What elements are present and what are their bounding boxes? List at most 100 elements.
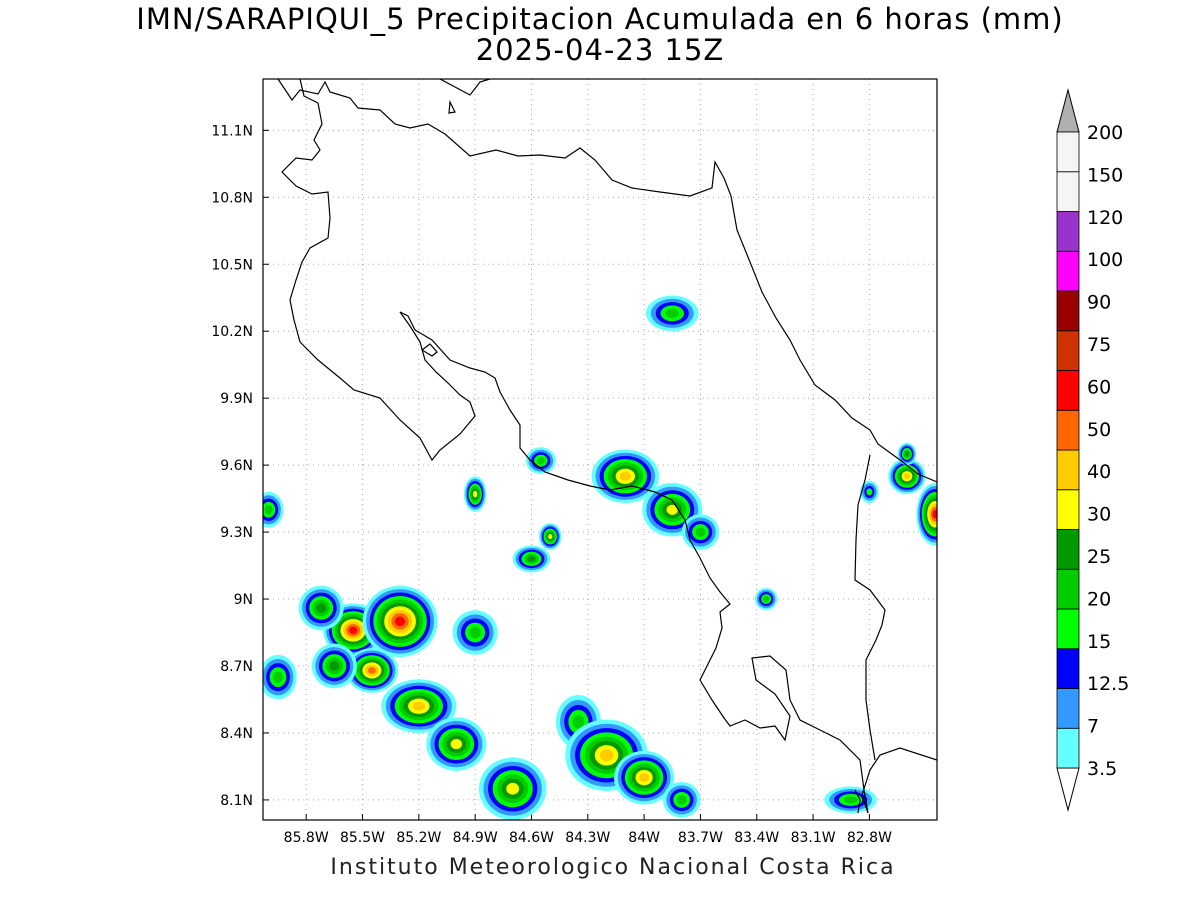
- precip-cell: [614, 750, 675, 805]
- precip-cell: [478, 757, 547, 820]
- precip-contour-30: [450, 739, 463, 750]
- colorbar-label: 40: [1087, 461, 1111, 483]
- precip-contour-40: [903, 473, 911, 480]
- latitude-tick-labels: 8.1N 8.4N 8.7N 9N 9.3N 9.6N 9.9N 10.2N 10.5N 10.8…: [211, 123, 253, 809]
- precip-contour-40: [619, 471, 631, 481]
- precip-cell: [645, 295, 699, 332]
- lon-tick-label: 83.4W: [734, 830, 779, 846]
- precip-contour-30: [548, 534, 553, 540]
- coastline-and-borders: [277, 79, 937, 814]
- lon-tick-label: 84.6W: [509, 830, 554, 846]
- color-legend-bar: 3.5 7 12.5 15 20 25 30 40 50 60 75 90 100 120 150 200: [1056, 88, 1129, 812]
- precip-cell: [565, 719, 648, 791]
- precipitation-field: [263, 295, 937, 820]
- nicoya-gulf-island: [420, 343, 438, 357]
- precip-contour-30: [506, 782, 520, 795]
- coastline-pacific-south: [854, 747, 937, 814]
- longitude-tick-labels: 85.8W 85.5W 85.2W 84.9W 84.6W 84.3W 84W 83.7W 83…: [284, 830, 892, 846]
- colorbar-label: 30: [1087, 504, 1111, 526]
- colorbar-label: 25: [1087, 546, 1111, 568]
- precip-cell: [381, 679, 457, 733]
- colorbar-swatch-3.5: [1056, 727, 1080, 769]
- map-subtitle-date: 2025-04-23 15Z: [475, 33, 725, 67]
- colorbar-swatch-40: [1056, 449, 1080, 491]
- colorbar-swatch-75: [1056, 330, 1080, 371]
- colorbar-swatch-top: [1056, 131, 1080, 173]
- precip-cell: [298, 585, 344, 631]
- lon-tick-label: 84.9W: [453, 830, 498, 846]
- footer-credit: Instituto Meteorologico Nacional Costa R…: [330, 855, 896, 880]
- colorbar-label: 12.5: [1087, 673, 1129, 695]
- precip-contour-50: [367, 667, 376, 674]
- precip-contour-20: [676, 795, 687, 805]
- precip-contour-40: [639, 773, 650, 783]
- precip-cell: [681, 514, 720, 550]
- lat-tick-label: 10.2N: [211, 324, 253, 340]
- colorbar-swatch-20: [1056, 568, 1080, 610]
- lat-tick-label: 9N: [234, 592, 253, 608]
- precip-contour-15: [866, 488, 873, 496]
- colorbar-label: 200: [1087, 122, 1123, 144]
- lat-tick-label: 10.5N: [211, 257, 253, 273]
- precip-cell: [525, 447, 556, 475]
- colorbar-over-arrow: [1056, 88, 1080, 133]
- colorbar-label: 120: [1087, 207, 1123, 229]
- precip-cell: [916, 482, 937, 546]
- precip-contour-20: [843, 796, 858, 804]
- colorbar-swatch-15: [1056, 608, 1080, 650]
- colorbar-swatch-60: [1056, 370, 1080, 411]
- map-background: [263, 79, 937, 820]
- colorbar-label: 75: [1087, 334, 1111, 356]
- colorbar-swatch-100: [1056, 250, 1080, 292]
- precip-cell: [512, 545, 551, 573]
- colorbar-label: 50: [1087, 419, 1111, 441]
- colorbar-swatch-12.5: [1056, 648, 1080, 689]
- lat-tick-label: 8.4N: [220, 726, 253, 742]
- precip-contour-60: [349, 626, 358, 634]
- precip-contour-20: [536, 457, 545, 465]
- precip-contour-60: [932, 510, 937, 519]
- colorbar-label: 3.5: [1087, 758, 1117, 780]
- precip-cell: [426, 717, 487, 771]
- coastline-pacific-west: [281, 79, 869, 814]
- colorbar-label: 90: [1087, 292, 1111, 314]
- colorbar-label: 15: [1087, 631, 1111, 653]
- lat-tick-label: 8.7N: [220, 659, 253, 675]
- map-frame: [262, 78, 938, 821]
- precip-cell: [345, 648, 399, 693]
- lat-tick-label: 11.1N: [211, 123, 253, 139]
- precip-cell: [897, 442, 917, 466]
- lon-tick-label: 85.2W: [396, 830, 441, 846]
- colorbar-swatch-150: [1056, 171, 1080, 212]
- lon-tick-label: 83.7W: [678, 830, 723, 846]
- precip-cell: [452, 610, 498, 655]
- precip-contour-60: [394, 616, 406, 627]
- lake-islet: [448, 99, 456, 114]
- precip-contour-30: [666, 504, 678, 515]
- precip-contour-40: [412, 701, 426, 711]
- lon-tick-label: 83.1W: [791, 830, 836, 846]
- precip-cell: [362, 585, 438, 658]
- lat-tick-label: 10.8N: [211, 190, 253, 206]
- colorbar-swatch-25: [1056, 529, 1080, 570]
- precip-contour-30: [473, 490, 478, 498]
- precip-contour-20: [763, 596, 770, 602]
- coastline-caribbean: [730, 195, 937, 483]
- coastline-north: [277, 79, 732, 197]
- precip-contour-20: [469, 626, 481, 639]
- lon-tick-label: 85.8W: [284, 830, 329, 846]
- precip-cell: [888, 458, 926, 495]
- lat-tick-label: 9.9N: [220, 391, 253, 407]
- precip-contour-25: [527, 555, 536, 562]
- lon-tick-label: 85.5W: [340, 830, 385, 846]
- precip-cell: [263, 491, 284, 528]
- colorbar-swatch-120: [1056, 211, 1080, 252]
- colorbar-label: 7: [1087, 716, 1099, 738]
- colorbar-swatch-90: [1056, 290, 1080, 332]
- map-title: IMN/SARAPIQUI_5 Precipitacion Acumulada …: [136, 2, 1064, 36]
- colorbar-label: 100: [1087, 249, 1123, 271]
- precip-contour-20: [695, 527, 706, 537]
- precip-cell: [263, 654, 297, 700]
- precip-contour-20: [665, 308, 680, 318]
